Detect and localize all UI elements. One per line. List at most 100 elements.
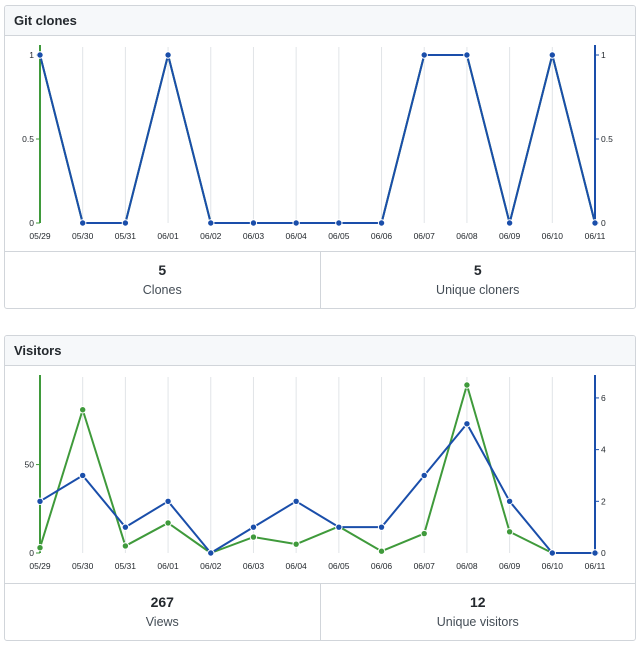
x-axis-tick-label: 06/09 (499, 231, 521, 241)
data-point (164, 497, 172, 506)
data-point (207, 549, 215, 557)
x-axis-tick-label: 06/11 (585, 231, 606, 241)
data-point (420, 471, 428, 480)
panel-title: Visitors (5, 336, 635, 366)
data-point (249, 523, 258, 531)
data-point (36, 543, 44, 552)
right-axis-tick-label: 0 (601, 218, 606, 228)
panel-title: Git clones (5, 6, 635, 36)
data-point (121, 542, 130, 550)
data-point (420, 529, 428, 538)
data-point (207, 219, 215, 227)
git-clones-stats: 5 Clones 5 Unique cloners (5, 251, 635, 308)
unique-cloners-stat: 5 Unique cloners (319, 252, 636, 308)
x-axis-tick-label: 06/07 (414, 561, 436, 571)
left-axis-tick-label: 1 (29, 50, 34, 60)
views-stat: 267 Views (5, 584, 320, 640)
left-axis-tick-label: 50 (25, 460, 35, 470)
data-point (121, 523, 130, 531)
x-axis-tick-label: 06/11 (585, 561, 606, 571)
x-axis-tick-label: 06/04 (286, 561, 308, 571)
data-point (463, 381, 471, 389)
clones-label: Clones (142, 283, 182, 297)
visitors-stats: 267 Views 12 Unique visitors (5, 583, 635, 640)
data-point (78, 471, 87, 480)
series-line (39, 54, 596, 224)
x-axis-tick-label: 06/03 (243, 231, 265, 241)
x-axis-tick-label: 06/08 (456, 561, 478, 571)
views-label: Views (145, 615, 179, 629)
data-point (292, 497, 300, 506)
unique-visitors-stat: 12 Unique visitors (319, 584, 636, 640)
x-axis-tick-label: 06/07 (414, 231, 436, 241)
data-point (548, 549, 557, 557)
series-line (39, 422, 595, 554)
x-axis-tick-label: 06/02 (200, 561, 222, 571)
data-point (377, 523, 386, 531)
clones-count: 5 (158, 262, 167, 278)
x-axis-tick-label: 05/29 (29, 561, 51, 571)
data-point (164, 51, 172, 59)
unique-visitors-label: Unique visitors (436, 615, 519, 629)
git-clones-chart: 0 0.5 1 0 0.5 1 05/29 05/30 05/31 06/01 06/02 06/03… (22, 45, 613, 241)
data-point (249, 219, 258, 227)
git-clones-panel: Git clones 0 0.5 1 0 0.5 1 05/29 05/30 05/31 06/0… (4, 5, 636, 309)
x-axis-tick-label: 06/06 (371, 561, 393, 571)
x-axis-tick-label: 05/30 (72, 231, 94, 241)
right-axis-tick-label: 4 (601, 445, 606, 455)
unique-cloners-label: Unique cloners (436, 283, 520, 297)
x-axis-tick-label: 06/03 (243, 561, 265, 571)
data-point (78, 219, 87, 227)
data-point (505, 219, 514, 227)
left-axis-tick-label: 0.5 (22, 134, 34, 144)
visitors-chart: 0 50 0 2 4 6 05/29 05/30 05/31 06/01 06/02 06/03 06/… (25, 375, 606, 571)
x-axis-tick-label: 06/10 (542, 561, 564, 571)
data-point (78, 406, 87, 414)
x-axis-tick-label: 06/04 (286, 231, 308, 241)
data-point (164, 519, 172, 527)
x-axis-tick-label: 06/09 (499, 561, 521, 571)
right-axis-tick-label: 0 (601, 548, 606, 558)
data-point (377, 547, 386, 555)
data-point (505, 528, 514, 536)
x-axis-tick-label: 05/31 (115, 561, 137, 571)
views-count: 267 (150, 594, 174, 610)
data-point (505, 497, 514, 506)
left-axis-tick-label: 0 (29, 548, 34, 558)
x-axis-tick-label: 06/02 (200, 231, 222, 241)
data-point (335, 523, 343, 531)
series-line (39, 384, 595, 554)
data-point (292, 219, 300, 227)
x-axis-tick-label: 06/06 (371, 231, 393, 241)
x-axis-tick-label: 06/01 (157, 231, 179, 241)
x-axis-tick-label: 06/08 (456, 231, 478, 241)
x-axis-tick-label: 05/29 (29, 231, 51, 241)
x-axis-tick-label: 05/30 (72, 561, 94, 571)
data-point (335, 219, 343, 227)
right-axis-tick-label: 0.5 (601, 134, 613, 144)
right-axis-tick-label: 1 (601, 50, 606, 60)
data-point (249, 533, 258, 541)
right-axis-tick-label: 2 (601, 496, 606, 506)
left-axis-tick-label: 0 (29, 218, 34, 228)
data-point (548, 51, 557, 59)
x-axis-tick-label: 06/05 (328, 561, 350, 571)
unique-cloners-count: 5 (473, 262, 482, 278)
x-axis-tick-label: 05/31 (115, 231, 137, 241)
x-axis-tick-label: 06/01 (157, 561, 179, 571)
right-axis-tick-label: 6 (601, 393, 606, 403)
x-axis-tick-label: 06/10 (542, 231, 564, 241)
data-point (420, 51, 428, 59)
data-point (36, 497, 44, 506)
data-point (36, 51, 44, 59)
unique-visitors-count: 12 (469, 594, 486, 610)
data-point (121, 219, 130, 227)
clones-stat: 5 Clones (5, 252, 320, 308)
x-axis-tick-label: 06/05 (328, 231, 350, 241)
data-point (292, 540, 300, 548)
data-point (377, 219, 386, 227)
data-point (463, 51, 471, 59)
data-point (591, 219, 599, 227)
visitors-panel: Visitors 0 50 0 2 4 6 05/29 05/30 05/31 06/01 06/0… (4, 335, 636, 641)
data-point (463, 420, 471, 428)
